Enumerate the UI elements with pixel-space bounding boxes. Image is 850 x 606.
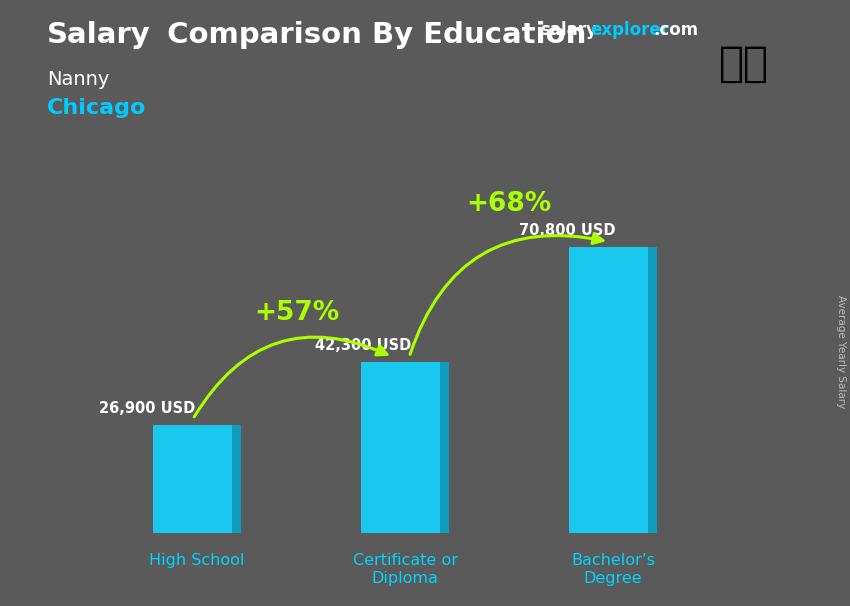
- Text: .com: .com: [653, 21, 698, 39]
- Text: Nanny: Nanny: [47, 70, 109, 88]
- Text: 🇺🇸: 🇺🇸: [719, 42, 768, 85]
- Text: 42,300 USD: 42,300 USD: [315, 338, 411, 353]
- Polygon shape: [649, 247, 657, 533]
- Text: Comparison By Education: Comparison By Education: [157, 21, 586, 49]
- Text: Certificate or
Diploma: Certificate or Diploma: [353, 553, 457, 585]
- Text: salary: salary: [540, 21, 597, 39]
- Text: Chicago: Chicago: [47, 98, 146, 118]
- Text: 70,800 USD: 70,800 USD: [519, 223, 615, 238]
- Text: Bachelor’s
Degree: Bachelor’s Degree: [571, 553, 655, 585]
- Text: Average Yearly Salary: Average Yearly Salary: [836, 295, 846, 408]
- Text: +57%: +57%: [254, 301, 339, 326]
- Polygon shape: [440, 362, 449, 533]
- FancyBboxPatch shape: [153, 425, 232, 533]
- Text: Salary: Salary: [47, 21, 150, 49]
- Polygon shape: [232, 425, 241, 533]
- Text: explorer: explorer: [590, 21, 669, 39]
- Text: 26,900 USD: 26,900 USD: [99, 401, 196, 416]
- Text: High School: High School: [150, 553, 245, 568]
- Text: +68%: +68%: [467, 191, 552, 216]
- FancyBboxPatch shape: [570, 247, 649, 533]
- FancyBboxPatch shape: [361, 362, 440, 533]
